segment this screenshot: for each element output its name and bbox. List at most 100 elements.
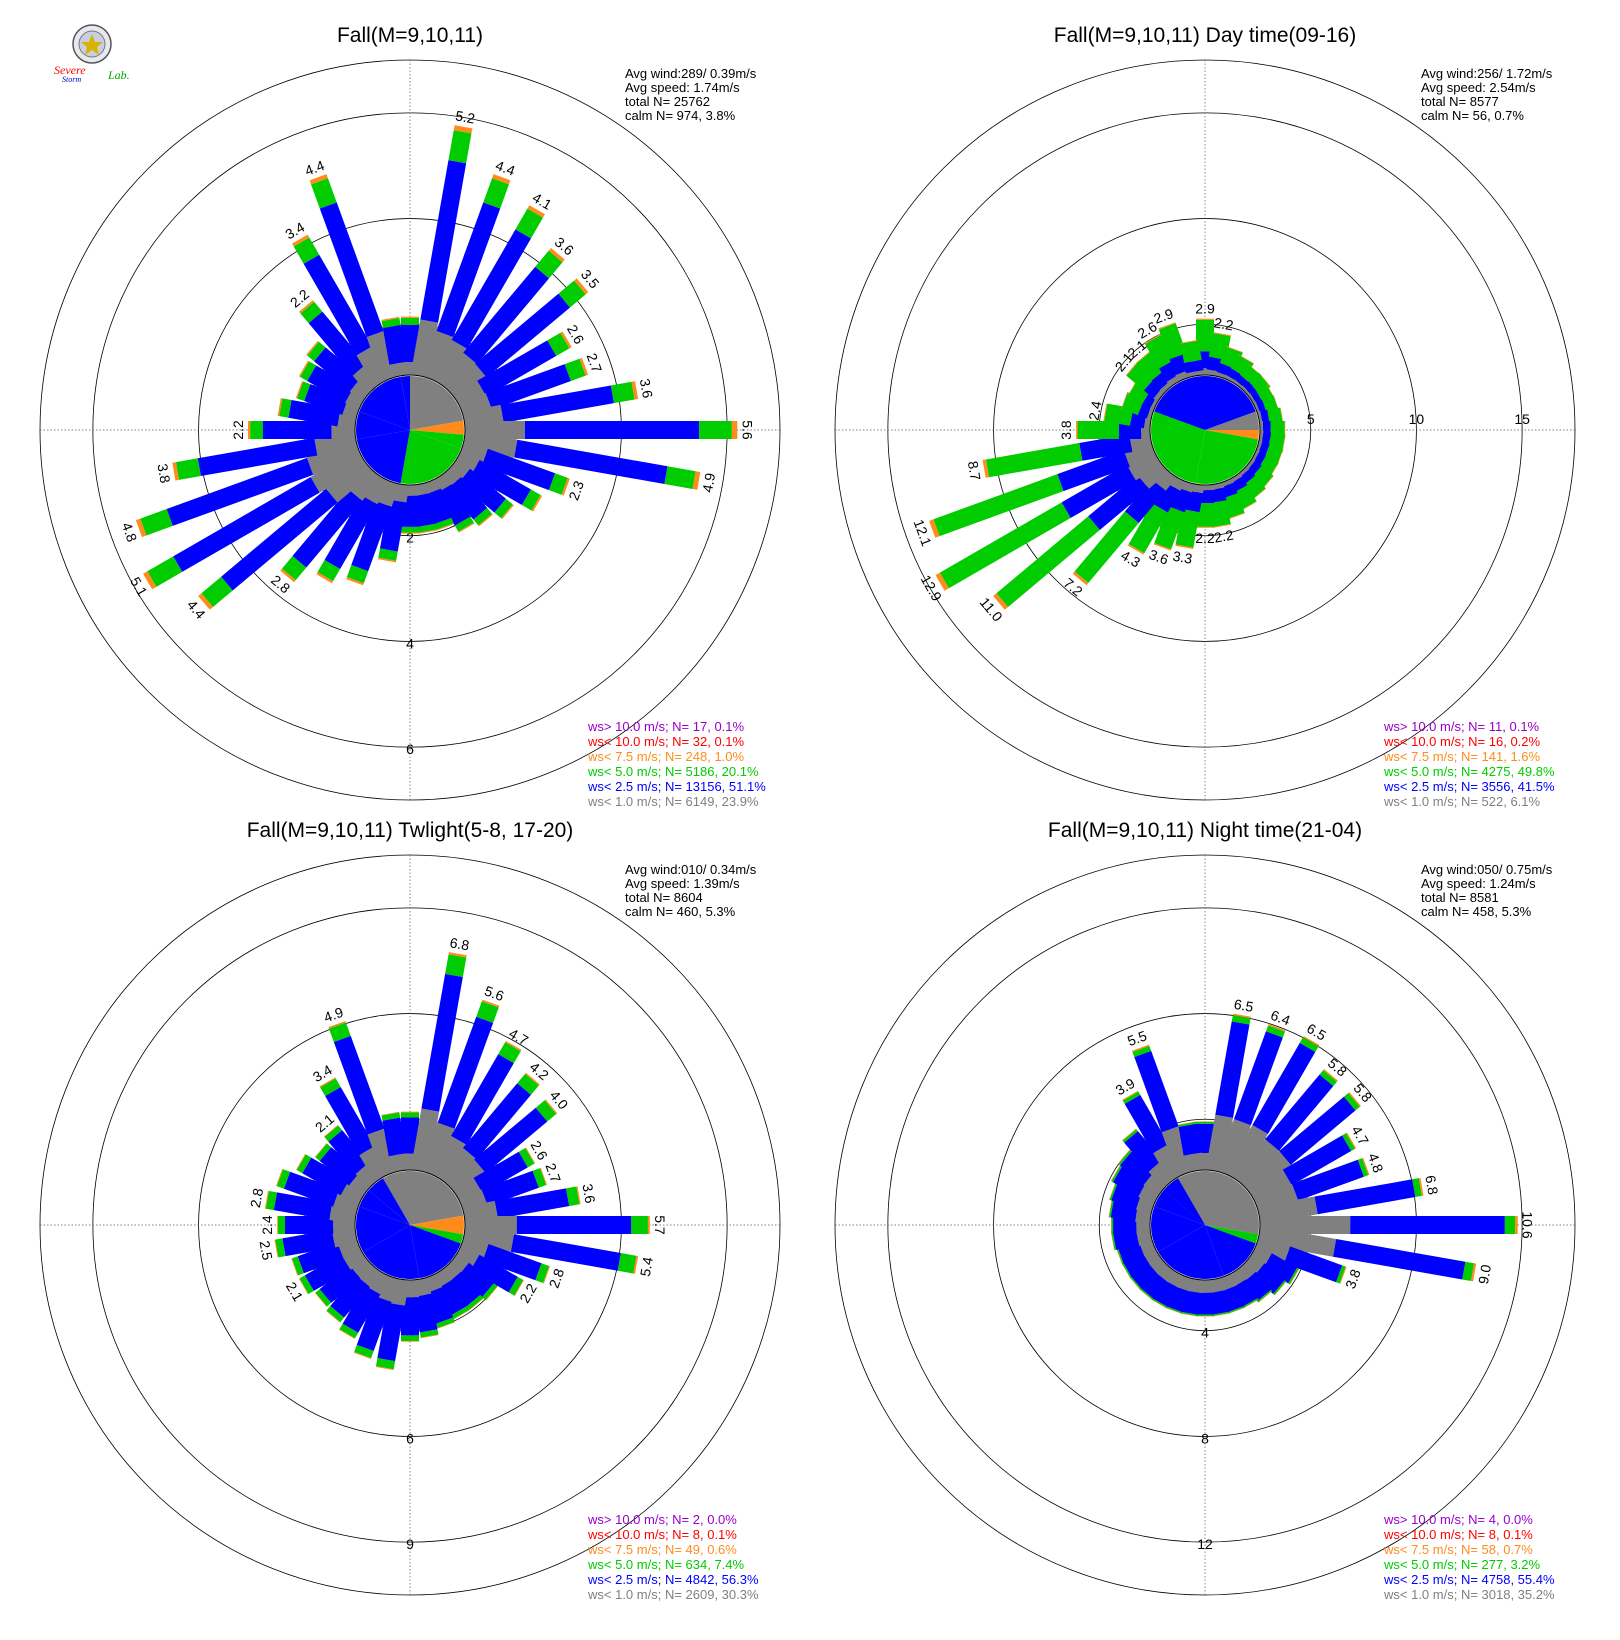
bar-segment [1184,359,1204,374]
bar-segment [1262,1253,1298,1284]
bar-value-label: 5.6 [482,982,506,1004]
bar-segment [508,1276,524,1296]
calm-sector [1205,376,1256,430]
bar-segment [1124,479,1166,523]
bar-segment [1339,1266,1347,1284]
bar-segment [298,1278,309,1295]
calm-sector [410,376,464,430]
calm-sector [356,1206,410,1252]
bar-segment [401,316,419,318]
bar-segment [1274,1281,1287,1296]
bar-segment [1231,1015,1251,1025]
bar-segment [1362,1157,1370,1176]
bar-value-label: 5.6 [739,420,755,440]
bar-segment [1153,543,1172,551]
bar-segment [1137,458,1169,489]
bar-segment [299,1275,314,1294]
bar-segment [401,1340,419,1342]
bar-segment [1240,501,1257,511]
bar-segment [633,1255,639,1274]
bar-segment [420,1122,455,1177]
bar-segment [333,1035,385,1135]
legend-entry: ws< 1.0 m/s; N= 3018, 35.2% [1383,1587,1555,1602]
bar-value-label: 6.5 [1233,996,1255,1015]
bar-segment [418,529,437,534]
bar-segment [328,1020,346,1029]
bar-segment [558,280,586,308]
stats-line: Avg speed: 1.24m/s [1421,876,1536,891]
bar-segment [933,474,1064,537]
bar-segment [516,1216,632,1234]
bar-segment [1158,323,1187,360]
bar-segment [1196,318,1214,320]
bar-segment [265,1190,277,1211]
bar-segment [543,1266,551,1284]
legend-entry: ws> 10.0 m/s; N= 11, 0.1% [1383,719,1540,734]
bar-segment [547,332,570,356]
bar-segment [277,1216,278,1234]
bar-segment [314,347,362,392]
legend-entry: ws< 7.5 m/s; N= 49, 0.6% [587,1542,737,1557]
bar-segment [381,317,401,328]
bar-segment [1196,502,1214,527]
direction-bar-350 [1180,339,1205,378]
bar-segment [330,1275,370,1318]
bar-segment [647,1216,650,1234]
ring-label: 4 [1201,1325,1209,1341]
bar-segment [1074,511,1139,584]
legend-entry: ws< 10.0 m/s; N= 16, 0.2% [1383,734,1541,749]
direction-bar-30 [429,205,545,387]
bar-segment [1212,523,1231,528]
bar-segment [1412,1178,1422,1198]
bar-segment [1121,1262,1131,1279]
stats-line: calm N= 460, 5.3% [625,904,736,919]
bar-segment [317,560,341,582]
bar-segment [1144,334,1175,369]
stats-line: Avg speed: 1.39m/s [625,876,740,891]
bar-value-label: 3.8 [1058,420,1074,440]
bar-segment [250,421,263,439]
bar-segment [351,500,392,572]
bar-segment [308,311,367,376]
calm-sector [1151,411,1205,430]
bar-segment [1121,1262,1132,1279]
bar-segment [421,973,463,1112]
bar-segment [457,1262,494,1298]
bar-segment [302,1157,350,1196]
calm-sector [383,1171,464,1225]
legend-entry: ws> 10.0 m/s; N= 2, 0.0% [587,1512,737,1527]
bar-segment [561,477,570,496]
bar-segment [453,1309,470,1320]
bar-segment [1079,434,1133,461]
bar-segment [296,1154,306,1170]
bar-segment [448,952,467,958]
bar-segment [314,1292,327,1307]
bar-segment [248,421,251,439]
calm-sector [400,430,461,484]
bar-segment [544,1099,558,1115]
legend-entry: ws< 5.0 m/s; N= 4275, 49.8% [1383,764,1555,779]
bar-segment [1291,1159,1364,1201]
bar-segment [306,340,319,356]
wind-rose-panel-1: Fall(M=9,10,11)2465.24.44.13.63.52.62.73… [39,24,781,809]
bar-segment [481,1170,539,1207]
bar-segment [1282,1135,1352,1186]
bar-segment [548,473,568,495]
wind-rose-panel-4: Fall(M=9,10,11) Night time(21-04) 4 8 12 6.5… [834,819,1576,1602]
calm-sector [1158,1225,1224,1279]
bar-value-label: 2.2 [1195,530,1215,546]
bar-segment [1077,421,1119,439]
bar-value-label: 2.9 [1152,305,1176,327]
bar-segment [1342,1133,1356,1152]
bar-segment [1241,1151,1291,1197]
bar-segment [1196,319,1214,352]
bar-segment [1125,361,1138,376]
bar-segment [326,458,374,503]
bar-segment [388,1153,410,1173]
bar-segment [1314,1179,1416,1215]
bar-value-label: 8.7 [965,460,984,482]
legend-entry: ws< 5.0 m/s; N= 277, 3.2% [1383,1557,1541,1572]
bar-segment [514,439,668,484]
bar-segment [1273,1280,1287,1296]
bar-segment [1196,1121,1214,1124]
